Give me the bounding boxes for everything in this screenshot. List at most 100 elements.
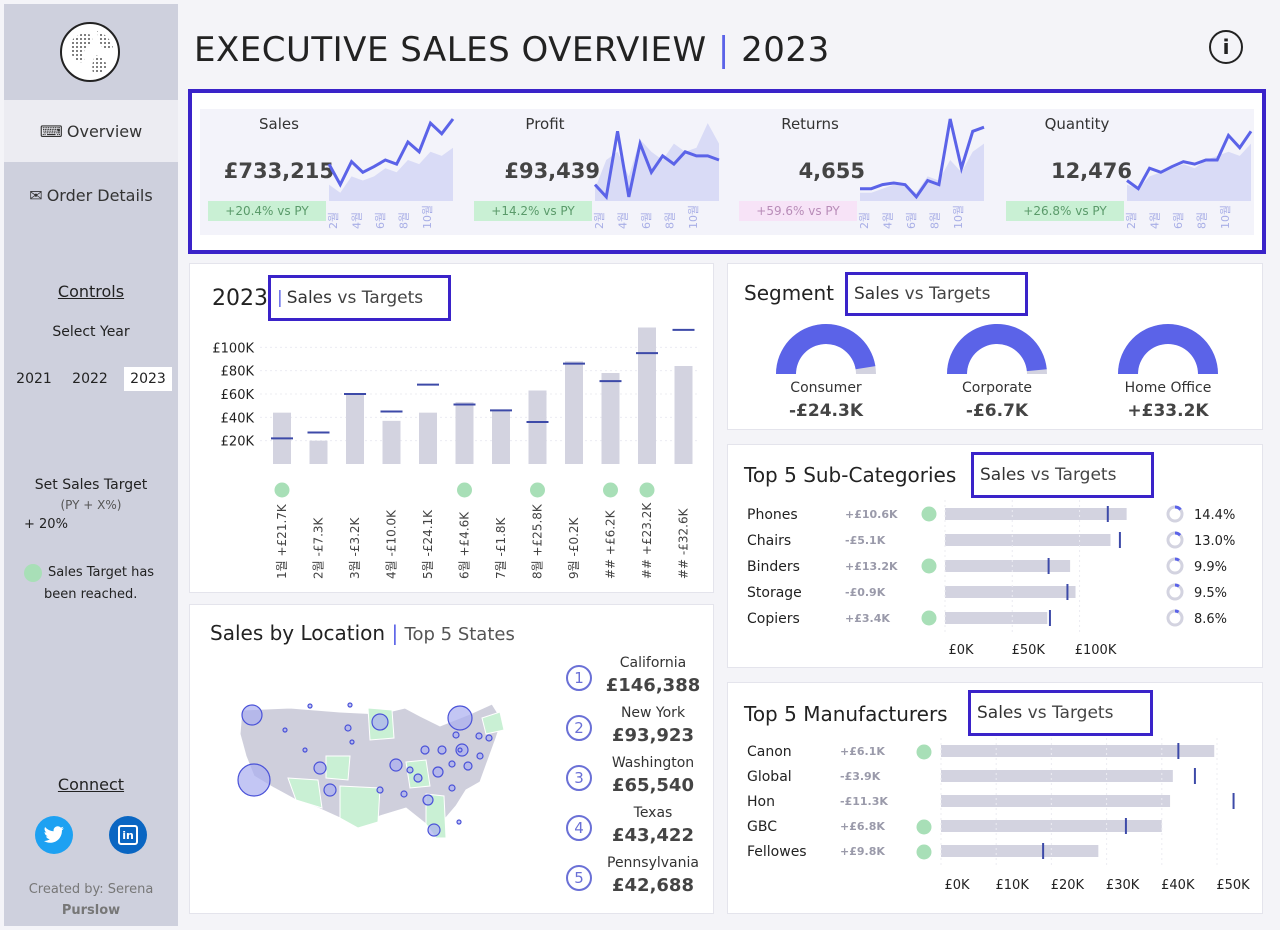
share-ring xyxy=(1166,609,1184,627)
twitter-icon[interactable] xyxy=(35,816,73,854)
manufacturer-delta: +£9.8K xyxy=(840,845,885,858)
kpi-label: Quantity xyxy=(1044,115,1110,133)
title-separator: | xyxy=(717,30,730,70)
nav-order-details-label: Order Details xyxy=(46,185,153,205)
kpi-month-tick: 6월 xyxy=(374,212,387,229)
created-by-line-1: Created by: Serena xyxy=(28,882,154,897)
segment-subtitle: Sales vs Targets xyxy=(845,272,1028,316)
location-title: Sales by Location | Top 5 States xyxy=(210,621,515,645)
kpi-value: £93,439 xyxy=(504,159,600,183)
created-by-line-2: Purslow xyxy=(61,903,121,918)
page-title: EXECUTIVE SALES OVERVIEW | 2023 xyxy=(194,30,830,70)
select-year-label: Select Year xyxy=(52,324,130,340)
subtitle-rest: vs Targets xyxy=(331,288,424,308)
kpi-sparkline: 2월 4월 6월 8월 10월 xyxy=(1125,130,1253,229)
year-2023-button[interactable]: 2023 xyxy=(124,367,172,391)
monthly-sales-chart: £100K £80K £60K £40K £20K 1월 +£21.7K 2월 -£7.3K… xyxy=(212,327,700,579)
subcat-delta: +£13.2K xyxy=(845,560,898,573)
x-tick: £20K xyxy=(1051,878,1085,893)
kpi-value: 4,655 xyxy=(798,159,865,183)
rank-badge: 5 xyxy=(566,865,592,891)
segment-gauge xyxy=(947,323,1047,374)
kpi-delta-badge: +59.6% vs PY xyxy=(739,201,857,221)
x-tick: £100K xyxy=(1075,643,1117,658)
us-map xyxy=(237,702,505,840)
kpi-sparkline: 2월 4월 6월 8월 10월 xyxy=(593,123,720,229)
kpi-month-tick: 6월 xyxy=(640,212,653,229)
sales-bar xyxy=(941,770,1173,782)
segment-name: Home Office xyxy=(1124,380,1212,396)
rank-badge: 1 xyxy=(566,665,592,691)
state-name: Pennsylvania xyxy=(607,855,699,871)
x-tick: £30K xyxy=(1106,878,1140,893)
sales-bar xyxy=(941,820,1162,832)
state-value: £43,422 xyxy=(612,825,694,846)
segment-value: -£6.7K xyxy=(965,401,1029,421)
sales-bar xyxy=(945,586,1076,598)
month-label: 3월 -£3.2K xyxy=(348,516,362,579)
month-label: 6월 +£4.6K xyxy=(458,511,472,579)
kpi-month-tick: 2월 xyxy=(858,212,871,229)
linkedin-icon[interactable]: in xyxy=(109,816,147,854)
manufacturers-subtitle: Sales vs Targets xyxy=(968,690,1153,736)
nav-order-details[interactable]: ✉ Order Details xyxy=(4,164,178,226)
target-reached-dot xyxy=(921,506,937,522)
state-name: California xyxy=(619,655,687,671)
manufacturers-subtitle-sales: Sales xyxy=(977,703,1023,723)
y-tick: £100K xyxy=(212,341,254,356)
subcat-share: 14.4% xyxy=(1194,508,1235,523)
segment-panel: Segment Sales vs Targets Consumer -£24.3K… xyxy=(727,263,1263,430)
month-label: 8월 +£25.8K xyxy=(531,503,545,579)
kpi-month-tick: 8월 xyxy=(1196,212,1209,229)
kpi-month-tick: 8월 xyxy=(664,212,677,229)
kpi-1: Profit £93,439 +14.2% vs PY 2월 4월 6월 8월 10월 xyxy=(470,93,728,229)
manufacturers-title: Top 5 Manufacturers xyxy=(744,702,948,726)
envelope-icon: ✉ xyxy=(29,185,43,205)
target-reached-dot xyxy=(639,482,655,498)
segment-subtitle-rest: vs Targets xyxy=(899,284,991,304)
kpi-month-tick: 4월 xyxy=(882,212,895,229)
target-value-input[interactable]: + 20% xyxy=(24,517,68,532)
connect-title: Connect xyxy=(57,775,125,794)
kpi-value: £733,215 xyxy=(223,159,334,183)
y-tick: £60K xyxy=(221,388,255,403)
x-tick: £0K xyxy=(948,643,974,658)
subcats-subtitle: Sales vs Targets xyxy=(971,452,1154,498)
sales-bar xyxy=(565,361,583,464)
location-title-text: Sales by Location xyxy=(210,621,386,645)
sales-bar xyxy=(638,327,656,464)
subcats-subtitle-sales: Sales xyxy=(980,465,1026,485)
month-label: 5월 -£24.1K xyxy=(421,509,435,579)
manufacturer-name: Fellowes xyxy=(747,844,807,860)
year-2022-button[interactable]: 2022 xyxy=(72,371,108,387)
target-reached-dot xyxy=(916,819,932,835)
sales-bar xyxy=(455,402,474,464)
legend-text-1: Sales Target has xyxy=(48,565,155,580)
state-name: New York xyxy=(620,705,686,721)
rank-badge: 3 xyxy=(566,765,592,791)
gauge-fill xyxy=(776,324,876,374)
year-2021-button[interactable]: 2021 xyxy=(16,371,52,387)
kpi-month-tick: 4월 xyxy=(617,212,630,229)
kpi-line xyxy=(860,118,985,200)
subcat-name: Copiers xyxy=(747,611,800,627)
nav-overview[interactable]: ⌨ Overview xyxy=(4,100,178,162)
segment-name: Consumer xyxy=(790,380,862,396)
manufacturers-panel: Top 5 Manufacturers Sales vs Targets Can… xyxy=(727,682,1263,914)
month-label: ## -£32.6K xyxy=(677,507,691,579)
segment-value: -£24.3K xyxy=(788,401,863,421)
target-reached-dot xyxy=(274,482,290,498)
subcats-subtitle-rest: vs Targets xyxy=(1025,465,1117,485)
subcat-delta: +£3.4K xyxy=(845,612,890,625)
nav-overview-label: Overview xyxy=(66,121,143,141)
monthly-chart-panel: 2023 | Sales vs Targets £100K £80K £60K £40K… xyxy=(189,263,714,593)
manufacturer-name: GBC xyxy=(747,819,777,835)
kpi-area xyxy=(1127,143,1251,201)
logo-area xyxy=(4,4,178,100)
info-icon[interactable]: i xyxy=(1209,30,1243,64)
sales-bar xyxy=(941,745,1215,757)
legend-text-2: been reached. xyxy=(44,587,138,602)
month-label: 9월 -£0.2K xyxy=(567,516,581,579)
kpi-2: Returns 4,655 +59.6% vs PY 2월 4월 6월 8월 10월 xyxy=(735,93,993,229)
kpi-3: Quantity 12,476 +26.8% vs PY 2월 4월 6월 8월 10월 xyxy=(1002,93,1260,229)
